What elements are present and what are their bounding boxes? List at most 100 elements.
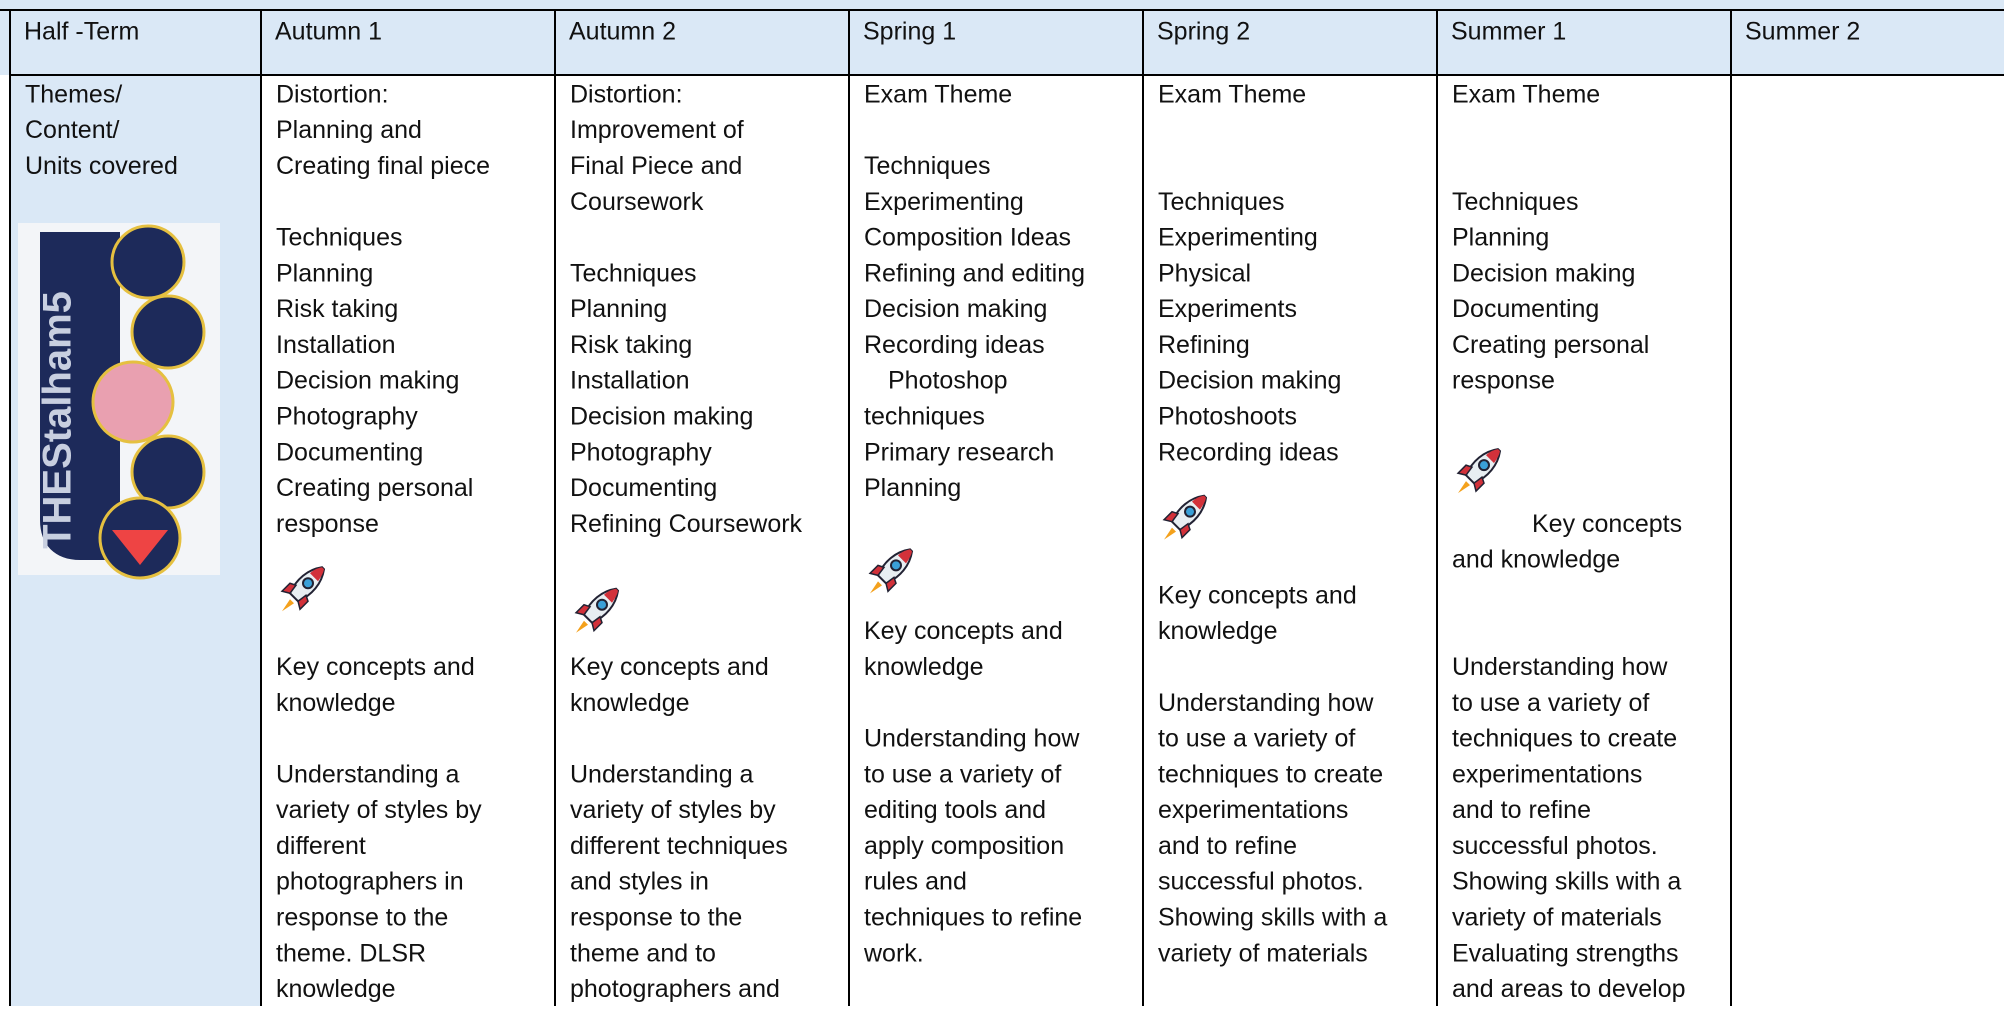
rocket-icon bbox=[281, 566, 325, 613]
header-bg bbox=[0, 0, 2004, 75]
cell-line: Photoshoots bbox=[1158, 403, 1297, 431]
cell-line: Decision making bbox=[570, 403, 753, 431]
cell-line: Experimenting bbox=[864, 188, 1024, 216]
cell-line: techniques to create bbox=[1158, 760, 1383, 788]
logo: THEStalham5 bbox=[18, 223, 220, 580]
cell-line: editing tools and bbox=[864, 796, 1046, 824]
cell-line: experimentations bbox=[1452, 760, 1642, 788]
cell-line: apply composition bbox=[864, 832, 1064, 860]
cell-line: Techniques bbox=[864, 152, 990, 180]
cell-line: Key concepts and bbox=[1158, 581, 1357, 609]
svg-text:THEStalham5: THEStalham5 bbox=[36, 291, 80, 549]
cell-line: Experimenting bbox=[1158, 224, 1318, 252]
cell-line: and to refine bbox=[1452, 796, 1591, 824]
cell-line: and knowledge bbox=[1452, 546, 1620, 574]
header-cell: Spring 1 bbox=[863, 18, 956, 46]
cell-line: theme and to bbox=[570, 939, 716, 967]
cell-line: to use a variety of bbox=[1452, 689, 1649, 717]
cell-line: Planning and bbox=[276, 116, 422, 144]
cell-line: different bbox=[276, 832, 366, 860]
cell-line: and areas to develop bbox=[1452, 975, 1686, 1003]
cell-line: knowledge bbox=[276, 975, 396, 1003]
cell-line: and to refine bbox=[1158, 832, 1297, 860]
cell-line: Showing skills with a bbox=[1452, 868, 1681, 896]
cell-line: Composition Ideas bbox=[864, 224, 1071, 252]
cell-line: Showing skills with a bbox=[1158, 903, 1387, 931]
cell-line: Distortion: bbox=[570, 80, 683, 108]
cell-line: photographers in bbox=[276, 868, 464, 896]
cell-line: knowledge bbox=[1158, 617, 1278, 645]
cell-line: Installation bbox=[276, 331, 396, 359]
cell-line: knowledge bbox=[864, 653, 984, 681]
row-label: Themes/ bbox=[25, 80, 122, 108]
cell-line: Photography bbox=[570, 438, 712, 466]
cell-line: Techniques bbox=[276, 224, 402, 252]
cell-line: successful photos. bbox=[1158, 868, 1364, 896]
rocket-icon bbox=[869, 548, 913, 595]
cell-line: Decision making bbox=[1452, 259, 1635, 287]
cell-line: Planning bbox=[1452, 224, 1549, 252]
cell-line: Documenting bbox=[276, 438, 423, 466]
cell-line: to use a variety of bbox=[864, 760, 1061, 788]
cell-line: Planning bbox=[570, 295, 667, 323]
cell-line: Understanding how bbox=[1452, 653, 1668, 681]
cell-line: knowledge bbox=[276, 689, 396, 717]
cell-line: Decision making bbox=[1158, 367, 1341, 395]
header-cell: Autumn 1 bbox=[275, 18, 382, 46]
cell-line: Key concepts bbox=[1532, 510, 1682, 538]
cell-line: Key concepts and bbox=[570, 653, 769, 681]
cell-line: techniques to create bbox=[1452, 725, 1677, 753]
cell-line: Key concepts and bbox=[276, 653, 475, 681]
cell-line: Photography bbox=[276, 403, 418, 431]
cell-line: techniques to refine bbox=[864, 903, 1082, 931]
cell-line: Creating personal bbox=[276, 474, 473, 502]
cell-line: variety of materials bbox=[1452, 903, 1662, 931]
cell-line: Physical bbox=[1158, 259, 1251, 287]
table-borders bbox=[0, 9, 2004, 1006]
cell-line: variety of materials bbox=[1158, 939, 1368, 967]
cell-line: response to the bbox=[276, 903, 448, 931]
cell-line: response bbox=[1452, 367, 1555, 395]
cell-line: Distortion: bbox=[276, 80, 389, 108]
cell-line: Coursework bbox=[570, 188, 704, 216]
cell-line: different techniques bbox=[570, 832, 788, 860]
cell-line: Improvement of bbox=[570, 116, 744, 144]
cell-line: response bbox=[276, 510, 379, 538]
cell-line: Experiments bbox=[1158, 295, 1297, 323]
header-cell: Summer 2 bbox=[1745, 18, 1860, 46]
cell-line: Planning bbox=[276, 259, 373, 287]
rocket-icon bbox=[1163, 494, 1207, 541]
cell-line: Refining and editing bbox=[864, 259, 1085, 287]
cell-line: Recording ideas bbox=[1158, 438, 1339, 466]
cell-line: Exam Theme bbox=[1158, 80, 1306, 108]
row-label: Content/ bbox=[25, 116, 120, 144]
cell-line: Photoshop bbox=[888, 367, 1008, 395]
cell-line: Understanding a bbox=[276, 760, 460, 788]
cell-line: Final Piece and bbox=[570, 152, 742, 180]
cell-line: theme. DLSR bbox=[276, 939, 426, 967]
rocket-icon bbox=[1457, 448, 1501, 495]
cell-line: Decision making bbox=[864, 295, 1047, 323]
cell-line: Primary research bbox=[864, 438, 1054, 466]
cell-line: Exam Theme bbox=[1452, 80, 1600, 108]
cell-line: techniques bbox=[864, 403, 985, 431]
cell-line: Exam Theme bbox=[864, 80, 1012, 108]
cell-line: knowledge bbox=[570, 689, 690, 717]
header-cell: Spring 2 bbox=[1157, 18, 1250, 46]
cell-line: Creating final piece bbox=[276, 152, 490, 180]
cell-line: Recording ideas bbox=[864, 331, 1045, 359]
header-cell: Half -Term bbox=[24, 18, 139, 46]
cell-line: successful photos. bbox=[1452, 832, 1658, 860]
cell-line: Planning bbox=[864, 474, 961, 502]
cell-line: variety of styles by bbox=[570, 796, 776, 824]
cell-line: Key concepts and bbox=[864, 617, 1063, 645]
cell-line: Understanding how bbox=[1158, 689, 1374, 717]
cell-line: Understanding a bbox=[570, 760, 754, 788]
cell-line: Understanding how bbox=[864, 725, 1080, 753]
header-cell: Autumn 2 bbox=[569, 18, 676, 46]
cell-line: Documenting bbox=[570, 474, 717, 502]
header-cell: Summer 1 bbox=[1451, 18, 1566, 46]
cell-line: Decision making bbox=[276, 367, 459, 395]
cell-line: Documenting bbox=[1452, 295, 1599, 323]
